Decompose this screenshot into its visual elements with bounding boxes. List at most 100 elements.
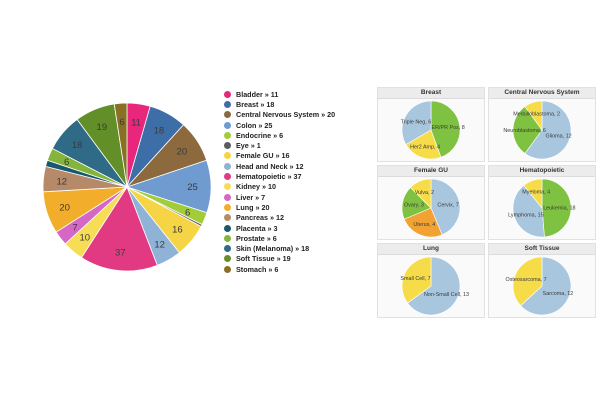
legend-label: Skin (Melanoma) » 18 [236, 244, 310, 254]
legend-label: Pancreas » 12 [236, 213, 284, 223]
slice-label-colon: 25 [187, 182, 198, 193]
legend-swatch [224, 131, 231, 139]
legend-swatch [224, 224, 231, 232]
legend-label: Colon » 25 [236, 120, 273, 130]
legend-swatch [224, 245, 231, 253]
slice-label-head-and-neck: 12 [154, 239, 165, 250]
slice-label-lymphoma: Lymphoma, 15 [508, 212, 543, 218]
legend-item-endocrine: Endocrine » 6 [224, 130, 364, 140]
slice-label-ovary: Ovary, 3 [404, 203, 424, 209]
pie-slice-cervix [430, 178, 461, 236]
legend-item-eye: Eye » 1 [224, 140, 364, 150]
legend-swatch [224, 152, 231, 160]
legend-swatch [224, 121, 231, 129]
legend-item-central-nervous-system: Central Nervous System » 20 [224, 110, 364, 120]
slice-label-sarcoma: Sarcoma, 12 [543, 291, 574, 297]
slice-label-triple-neg: Triple Neg, 6 [401, 119, 432, 125]
pie-slice-stomach [113, 102, 128, 188]
panel-female-gu: Female GU Cervix, 7 Uterus, 4 Ovary, 3 Vulv… [377, 165, 485, 240]
legend-item-head-and-neck: Head and Neck » 12 [224, 161, 364, 171]
slice-label-vulva: Vulva, 2 [415, 190, 434, 196]
slice-label-small-cell: Small Cell, 7 [400, 276, 430, 282]
pie-slice-triple-neg [401, 100, 432, 145]
slice-label-kidney: 10 [80, 233, 91, 244]
panel-lung: Lung Non-Small Cell, 13 Small Cell, 7 [377, 243, 485, 318]
pie-slice-neuroblastoma [512, 106, 543, 154]
legend-item-prostate: Prostate » 6 [224, 233, 364, 243]
legend-swatch [224, 193, 231, 201]
pie-slice-er-pr-pos [430, 100, 461, 158]
panel-title: Soft Tissue [489, 244, 595, 255]
panel-title: Central Nervous System [489, 88, 595, 99]
legend-swatch [224, 142, 231, 150]
slice-label-central-nervous-system: 20 [177, 147, 188, 158]
slice-label-er-pr-pos: ER/PR Pos, 8 [432, 125, 465, 131]
legend-label: Central Nervous System » 20 [236, 110, 336, 120]
pie-slice-lymphoma [512, 185, 545, 238]
legend-swatch [224, 111, 231, 119]
pie-slice-her2-amp [405, 129, 442, 160]
slice-label-female-gu: 16 [172, 224, 183, 235]
slice-label-endocrine: 6 [185, 207, 190, 218]
legend-label: Stomach » 6 [236, 264, 279, 274]
pie-slice-hematopoietic [80, 186, 158, 272]
panel-grid: Breast ER/PR Pos, 8 Her2 Amp, 4 Triple Neg… [377, 87, 597, 319]
legend-item-hematopoietic: Hematopoietic » 37 [224, 171, 364, 181]
panel-title: Lung [378, 244, 484, 255]
legend-swatch [224, 265, 231, 273]
slice-label-uterus: Uterus, 4 [413, 222, 435, 228]
slice-label-liver: 7 [72, 222, 77, 233]
legend-swatch [224, 183, 231, 191]
legend-label: Hematopoietic » 37 [236, 172, 302, 182]
panel-soft-tissue: Soft Tissue Sarcoma, 12 Osteosarcoma, 7 [488, 243, 596, 318]
pie-slice-vulva [410, 178, 432, 209]
slice-label-her2-amp: Her2 Amp, 4 [410, 144, 440, 150]
pie-slice-sarcoma [520, 256, 572, 316]
slice-label-non-small-cell: Non-Small Cell, 13 [424, 292, 469, 298]
legend-label: Placenta » 3 [236, 223, 278, 233]
legend-label: Prostate » 6 [236, 233, 277, 243]
legend-swatch [224, 203, 231, 211]
pie-slice-myeloma [523, 178, 543, 209]
legend-label: Lung » 20 [236, 202, 270, 212]
panel-title: Hematopoietic [489, 166, 595, 177]
pie-slice-leukemia [541, 178, 572, 238]
legend-item-liver: Liver » 7 [224, 192, 364, 202]
legend-swatch [224, 255, 231, 263]
panel-title: Female GU [378, 166, 484, 177]
slice-label-pancreas: 12 [56, 176, 67, 187]
legend-item-bladder: Bladder » 11 [224, 89, 364, 99]
legend-swatch [224, 234, 231, 242]
legend-swatch [224, 90, 231, 98]
female-gu-pie-chart: Cervix, 7 Uterus, 4 Ovary, 3 Vulva, 2 [401, 178, 461, 238]
slice-label-breast: 18 [154, 125, 165, 136]
slice-label-medulloblastoma: Medulloblastoma, 2 [513, 111, 560, 117]
legend-label: Female GU » 16 [236, 151, 290, 161]
slice-label-prostate: 6 [64, 157, 69, 168]
pie-slice-small-cell [401, 256, 432, 304]
slice-label-stomach: 6 [119, 117, 124, 128]
legend-label: Soft Tissue » 19 [236, 254, 291, 264]
legend-label: Kidney » 10 [236, 182, 276, 192]
legend-label: Head and Neck » 12 [236, 161, 304, 171]
legend-item-breast: Breast » 18 [224, 99, 364, 109]
legend-item-stomach: Stomach » 6 [224, 264, 364, 274]
breast-pie-chart: ER/PR Pos, 8 Her2 Amp, 4 Triple Neg, 6 [401, 100, 465, 160]
slice-label-myeloma: Myeloma, 4 [522, 190, 550, 196]
legend-item-soft-tissue: Soft Tissue » 19 [224, 254, 364, 264]
panel-central-nervous-system: Central Nervous System Glioma, 12 Neurobl… [488, 87, 596, 162]
pie-slice-medulloblastoma [524, 100, 543, 131]
slice-label-glioma: Glioma, 12 [546, 133, 572, 139]
slice-label-skin-melanoma: 18 [72, 140, 83, 151]
panel-hematopoietic: Hematopoietic Leukemia, 18 Lymphoma, 15 My… [488, 165, 596, 240]
slice-label-lung: 20 [59, 203, 70, 214]
legend-label: Endocrine » 6 [236, 130, 284, 140]
slice-label-leukemia: Leukemia, 18 [543, 205, 575, 211]
pie-slice-glioma [524, 100, 572, 160]
legend-swatch [224, 214, 231, 222]
legend-item-placenta: Placenta » 3 [224, 223, 364, 233]
legend-label: Eye » 1 [236, 141, 261, 151]
